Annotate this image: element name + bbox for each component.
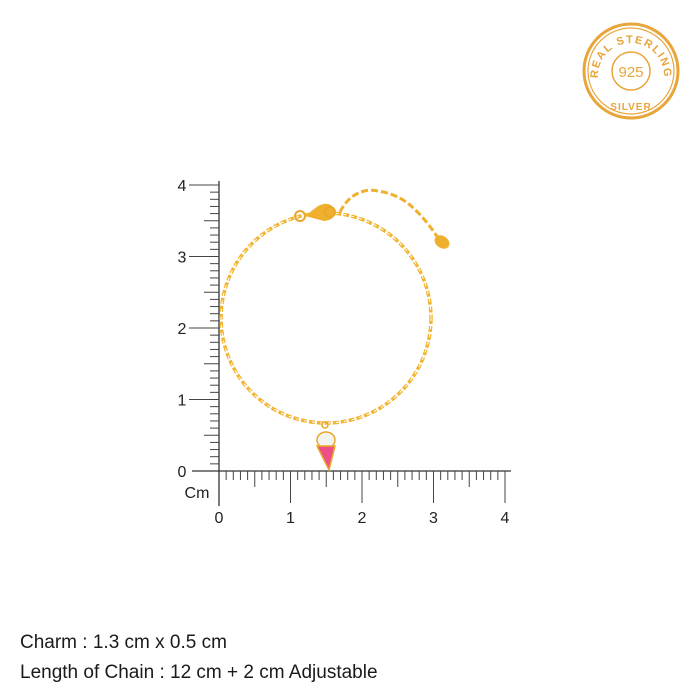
unit-label: Cm	[185, 485, 210, 502]
ruler: 0 1 2 3 4 0 1 2 3 4 Cm	[178, 178, 511, 527]
x-tick-label: 0	[215, 510, 224, 527]
y-tick-label: 3	[178, 250, 187, 267]
y-tick-label: 1	[178, 393, 187, 410]
x-tick-label: 2	[358, 510, 367, 527]
x-tick-label: 3	[429, 510, 438, 527]
y-tick-label: 4	[178, 178, 187, 195]
x-tick-label: 4	[501, 510, 510, 527]
y-tick-label: 2	[178, 321, 187, 338]
bracelet-image	[219, 188, 450, 473]
sterling-silver-badge: REAL STERLING 925 SILVER	[582, 22, 680, 120]
extender-chain	[338, 188, 450, 249]
badge-bottom-text: SILVER	[610, 102, 651, 113]
y-tick-label: 0	[178, 464, 187, 481]
badge-center-text: 925	[618, 64, 643, 81]
chain-length-text: Length of Chain : 12 cm + 2 cm Adjustabl…	[20, 662, 378, 683]
lobster-clasp	[294, 203, 336, 222]
x-tick-label: 1	[286, 510, 295, 527]
charm-size-text: Charm : 1.3 cm x 0.5 cm	[20, 632, 227, 653]
ice-cream-charm	[315, 421, 336, 473]
